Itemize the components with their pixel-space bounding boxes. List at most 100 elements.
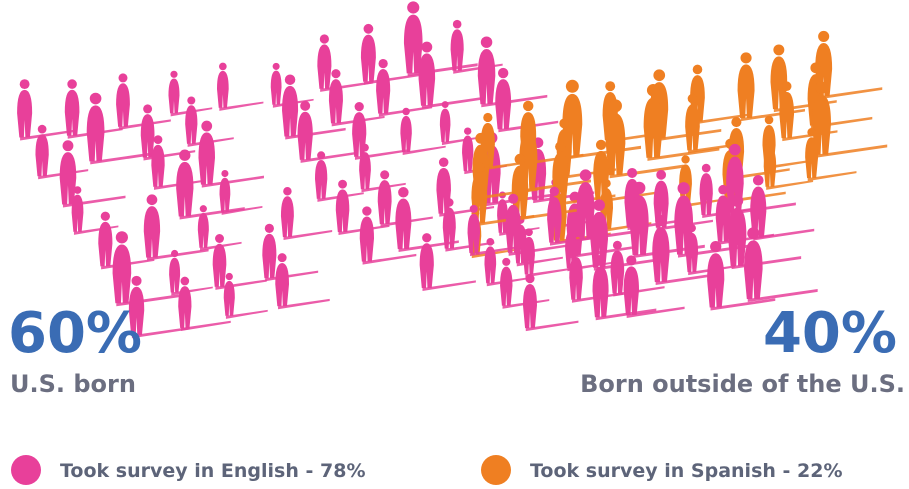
body	[497, 199, 508, 233]
shadow	[225, 309, 268, 319]
body	[547, 196, 562, 243]
body	[98, 221, 113, 267]
body	[750, 186, 767, 238]
head	[37, 124, 47, 134]
person	[176, 149, 245, 220]
shadow	[201, 175, 264, 188]
body	[439, 108, 451, 143]
body	[685, 104, 700, 151]
shadow	[595, 308, 657, 321]
body	[112, 244, 132, 304]
head	[115, 231, 128, 244]
head	[677, 182, 690, 195]
head	[378, 58, 388, 69]
body	[178, 286, 192, 328]
head	[747, 227, 760, 240]
person	[522, 274, 579, 332]
body	[359, 152, 371, 190]
us-born-label: U.S. born	[10, 370, 136, 398]
body	[779, 91, 795, 139]
head	[815, 81, 828, 94]
body	[763, 147, 777, 187]
person	[198, 120, 264, 188]
body	[610, 250, 625, 294]
head	[555, 141, 566, 152]
head	[469, 204, 478, 213]
head	[317, 151, 326, 160]
head	[646, 83, 660, 97]
head	[225, 272, 233, 281]
shadow	[422, 280, 476, 292]
person	[403, 1, 478, 77]
person	[744, 227, 818, 303]
head	[398, 187, 409, 198]
person	[335, 179, 390, 236]
body	[707, 253, 725, 308]
head	[567, 222, 575, 231]
body	[64, 89, 80, 136]
body	[623, 266, 639, 315]
shadow	[647, 147, 720, 161]
shadow	[180, 320, 231, 331]
body	[436, 167, 451, 214]
body	[185, 105, 198, 144]
foreign-born-label: Born outside of the U.S.	[580, 370, 905, 398]
shadow	[179, 207, 245, 220]
head	[180, 276, 190, 286]
head	[609, 99, 622, 113]
head	[475, 132, 487, 144]
shadow	[815, 144, 888, 158]
body	[450, 29, 464, 71]
head	[131, 275, 142, 286]
person	[812, 81, 888, 158]
head	[523, 100, 534, 112]
body	[176, 161, 194, 217]
shadow	[765, 159, 815, 170]
body	[403, 14, 423, 74]
head	[525, 274, 535, 284]
shadow	[525, 268, 571, 278]
head	[474, 162, 485, 173]
person	[280, 187, 333, 241]
body	[685, 232, 699, 273]
person	[477, 36, 548, 108]
head	[626, 255, 637, 266]
body	[377, 180, 392, 224]
us-born-percent: 60%	[8, 301, 142, 366]
head	[170, 70, 178, 78]
body	[576, 182, 595, 239]
shadow	[300, 151, 359, 163]
head	[100, 211, 110, 221]
head	[602, 179, 611, 188]
head	[89, 92, 102, 105]
head	[277, 253, 287, 263]
head	[655, 214, 667, 227]
head	[452, 19, 462, 29]
person	[275, 253, 330, 310]
body	[223, 280, 235, 316]
person	[359, 206, 417, 265]
head	[118, 73, 128, 83]
body	[128, 286, 145, 336]
head	[73, 186, 82, 194]
person	[223, 272, 268, 319]
body	[116, 83, 130, 127]
body	[484, 246, 497, 284]
body	[462, 135, 474, 172]
person	[128, 275, 190, 339]
shadow	[593, 258, 661, 271]
body	[442, 207, 456, 249]
head	[653, 69, 666, 82]
body	[216, 70, 229, 108]
person	[592, 254, 657, 321]
head	[171, 249, 179, 258]
person	[86, 92, 158, 165]
body	[511, 165, 529, 218]
person	[763, 138, 814, 190]
person	[590, 199, 661, 271]
body	[151, 144, 165, 187]
head	[445, 198, 454, 207]
person	[653, 169, 713, 231]
head	[199, 205, 207, 213]
